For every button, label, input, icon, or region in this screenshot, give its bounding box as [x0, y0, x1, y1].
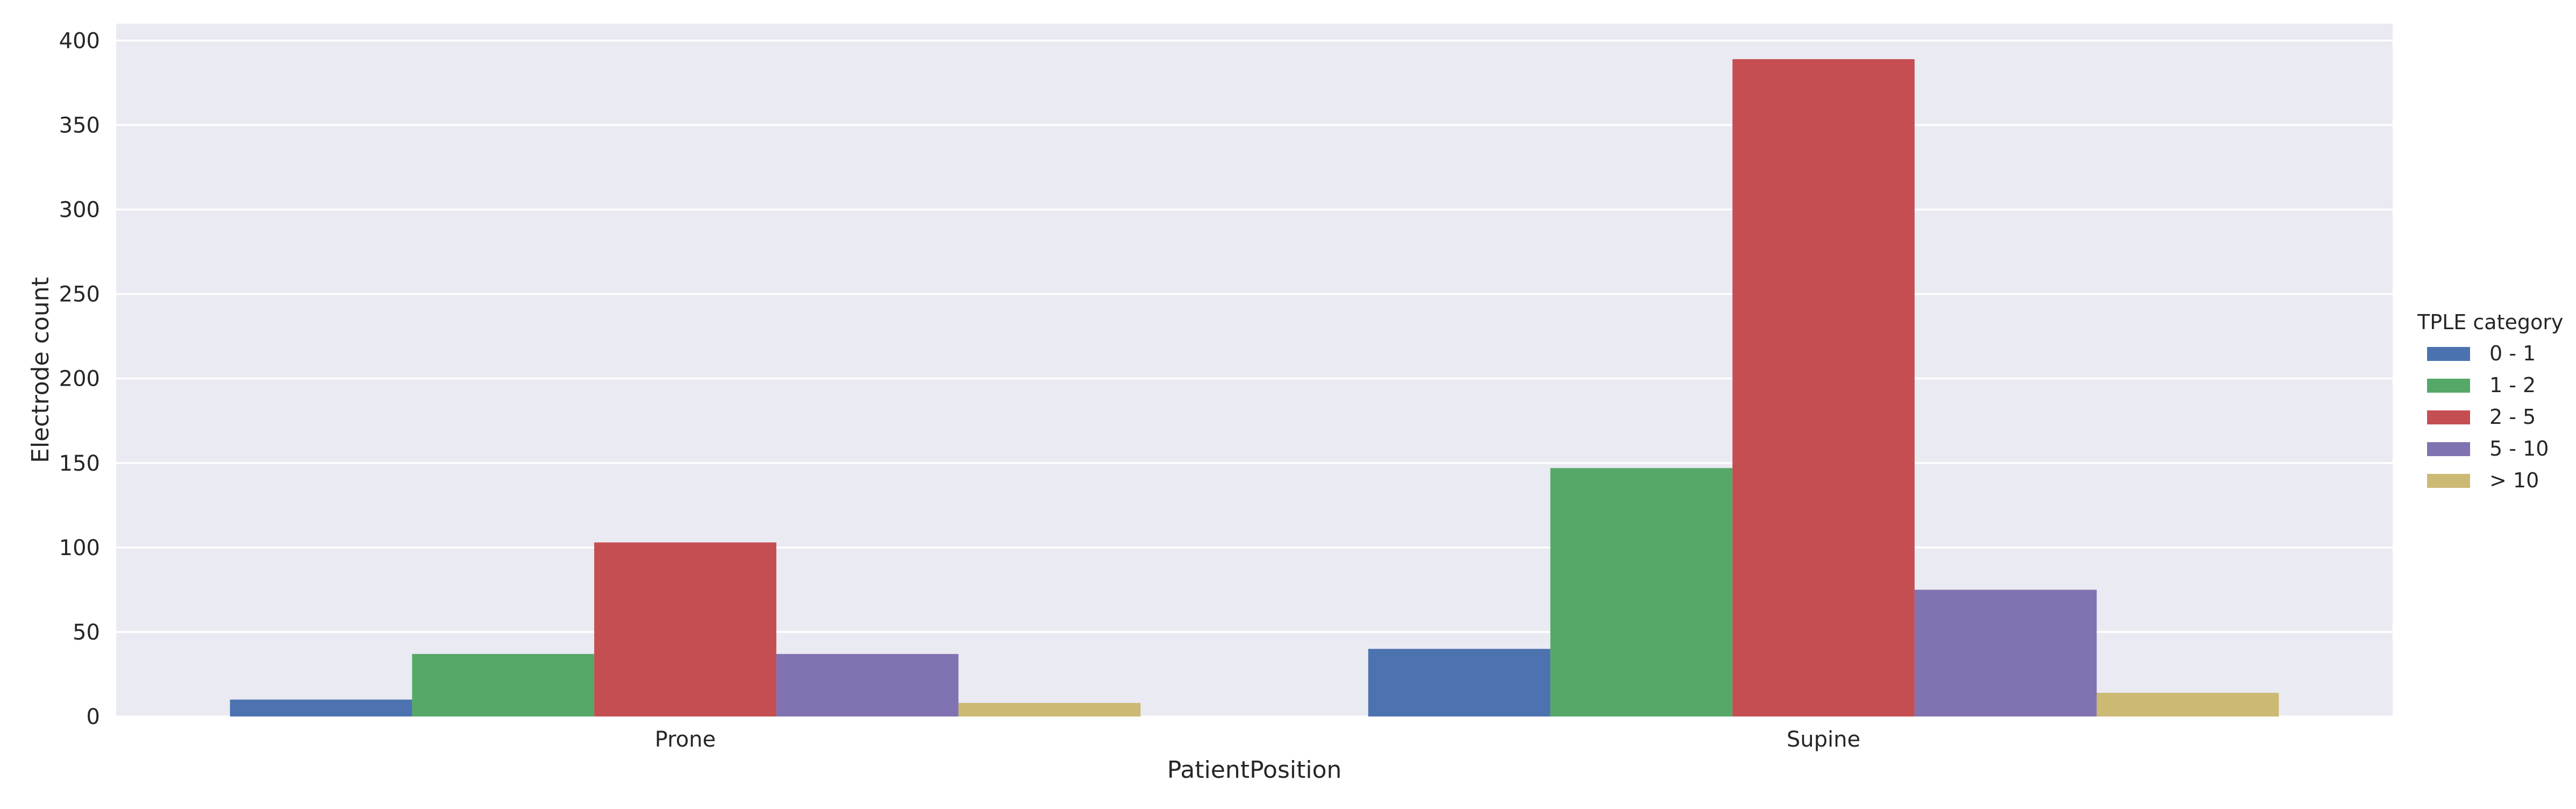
legend-title: TPLE category	[2417, 310, 2563, 334]
x-tick-label: Supine	[1787, 727, 1860, 752]
y-tick-label: 250	[59, 282, 100, 307]
y-tick-label: 50	[73, 620, 100, 645]
y-axis-label: Electrode count	[27, 277, 54, 463]
legend-swatch	[2427, 410, 2470, 424]
x-axis-label: PatientPosition	[1167, 756, 1342, 784]
bar-prone-series-3	[776, 654, 959, 716]
bar-supine-series-1	[1550, 468, 1733, 716]
legend-label: 0 - 1	[2489, 342, 2536, 365]
y-axis-ticks: 0 50 100 150 200 250 300 350 400	[59, 29, 100, 729]
bar-supine-series-4	[2096, 693, 2279, 716]
legend-swatch	[2427, 347, 2470, 361]
legend-swatch	[2427, 442, 2470, 456]
y-tick-label: 100	[59, 536, 100, 560]
y-tick-label: 400	[59, 29, 100, 53]
legend-label: > 10	[2489, 469, 2539, 492]
bar-supine-series-0	[1368, 649, 1551, 716]
bar-prone-series-2	[594, 542, 776, 716]
y-tick-label: 350	[59, 113, 100, 138]
legend-swatch	[2427, 474, 2470, 488]
y-tick-label: 0	[87, 705, 100, 729]
legend-items: 0 - 1 1 - 2 2 - 5 5 - 10 > 10	[2427, 342, 2549, 492]
bar-prone-series-0	[230, 699, 412, 716]
x-axis-ticks: Prone Supine	[655, 727, 1860, 752]
legend-label: 1 - 2	[2489, 373, 2536, 397]
bar-prone-series-4	[958, 702, 1141, 716]
y-tick-label: 300	[59, 198, 100, 223]
bars	[230, 59, 2279, 717]
legend: TPLE category 0 - 1 1 - 2 2 - 5 5 - 10 > 10	[2417, 310, 2563, 492]
y-tick-label: 150	[59, 451, 100, 476]
legend-swatch	[2427, 379, 2470, 393]
x-tick-label: Prone	[655, 727, 716, 752]
bar-supine-series-3	[1914, 590, 2097, 716]
legend-label: 5 - 10	[2489, 437, 2549, 460]
y-tick-label: 200	[59, 367, 100, 392]
bar-prone-series-1	[412, 654, 595, 716]
bar-supine-series-2	[1732, 59, 1915, 717]
legend-label: 2 - 5	[2489, 405, 2536, 429]
